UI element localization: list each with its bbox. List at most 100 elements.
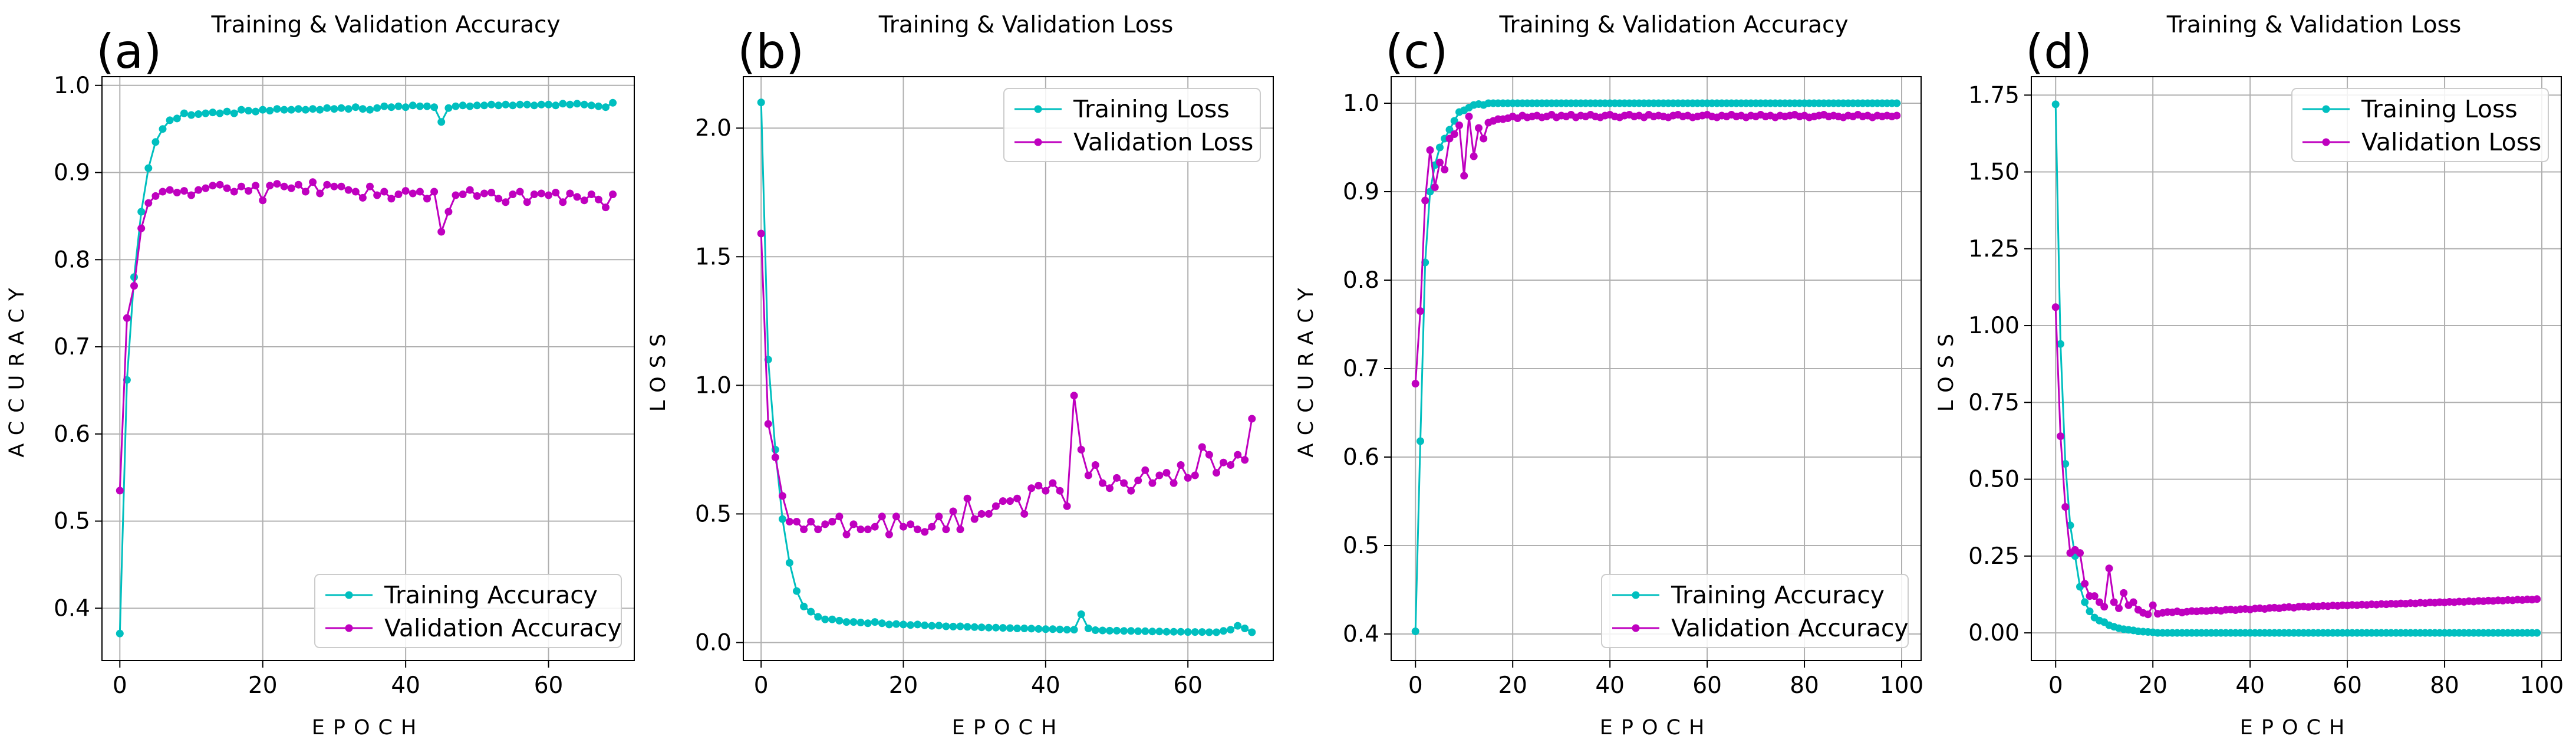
data-point <box>516 100 524 109</box>
data-point <box>991 502 1000 510</box>
data-point <box>266 182 274 190</box>
data-point <box>594 195 602 203</box>
data-point <box>963 623 971 631</box>
data-point <box>316 189 324 198</box>
data-point <box>380 102 388 110</box>
data-point <box>559 100 567 108</box>
data-point <box>537 100 545 109</box>
data-point <box>130 282 138 290</box>
y-axis-label: LOSS <box>1935 326 1958 412</box>
data-point <box>144 199 153 207</box>
y-tick-label: 0.4 <box>54 595 90 622</box>
y-tick-label: 1.00 <box>1968 313 2020 339</box>
data-point <box>1027 625 1036 633</box>
data-point <box>337 182 345 190</box>
data-point <box>1220 627 1227 635</box>
data-point <box>1155 628 1164 636</box>
x-tick-label: 80 <box>1790 672 1819 699</box>
data-point <box>123 314 131 322</box>
data-point <box>921 621 929 629</box>
data-point <box>1893 99 1901 107</box>
x-tick-label: 0 <box>754 672 769 699</box>
data-point <box>137 208 146 216</box>
data-point <box>480 189 488 198</box>
data-point <box>1035 481 1043 490</box>
legend: Training Accuracy Validation Accuracy <box>314 574 622 648</box>
data-point <box>159 188 167 196</box>
data-point <box>1460 172 1468 180</box>
chart-panel-2: 0 20 40 60 0.0 0.5 1.0 1.5 2.0 Training & Validat… <box>647 12 1274 740</box>
data-point <box>323 180 331 189</box>
data-point <box>1091 626 1099 634</box>
data-point <box>545 191 553 199</box>
data-point <box>956 622 964 630</box>
data-point <box>1063 626 1071 634</box>
data-point <box>2081 580 2089 588</box>
data-point <box>1198 443 1206 451</box>
data-point <box>1070 392 1078 400</box>
data-point <box>1134 477 1142 485</box>
data-point <box>466 102 474 110</box>
data-point <box>970 515 979 523</box>
data-point <box>187 191 195 199</box>
data-point <box>151 138 160 146</box>
data-point <box>609 98 617 107</box>
data-point <box>999 624 1007 632</box>
data-point <box>1127 487 1135 495</box>
data-point <box>530 101 538 110</box>
series-validation-accuracy <box>116 178 617 495</box>
data-point <box>757 229 765 238</box>
data-point <box>509 190 517 198</box>
data-point <box>259 106 267 114</box>
chart-panel-4: 0 20 40 60 80 100 0.00 0.25 0.50 0.75 1.00 1.25 1.50… <box>1935 12 2564 740</box>
data-point <box>252 182 260 190</box>
series-line <box>2054 307 2537 616</box>
x-tick-label: 40 <box>1031 672 1060 699</box>
data-point <box>857 619 865 626</box>
data-point <box>2051 303 2060 311</box>
data-point <box>216 180 224 189</box>
panel-label: (a) <box>96 24 162 79</box>
data-point <box>1049 479 1057 487</box>
series-line <box>2054 104 2537 634</box>
data-point <box>252 107 260 116</box>
data-point <box>237 182 245 190</box>
x-tick-label: 0 <box>113 672 127 699</box>
data-point <box>1184 628 1192 636</box>
legend-marker <box>2322 138 2330 146</box>
data-point <box>516 188 524 196</box>
y-tick-label: 2.0 <box>695 115 732 142</box>
data-point <box>900 620 907 629</box>
data-point <box>1134 627 1142 635</box>
data-point <box>259 196 267 205</box>
y-tick-label: 0.6 <box>1343 444 1379 471</box>
panel-label: (c) <box>1385 24 1448 79</box>
data-point <box>1098 626 1106 635</box>
x-axis-label: EPOCH <box>2240 716 2353 740</box>
data-point <box>480 101 488 110</box>
data-point <box>1006 624 1014 632</box>
data-point <box>2105 564 2113 573</box>
data-point <box>545 100 553 109</box>
data-point <box>1441 166 1449 173</box>
data-point <box>245 107 252 115</box>
legend-label: Validation Loss <box>1073 128 1253 156</box>
data-point <box>2533 629 2541 637</box>
data-point <box>907 621 915 629</box>
legend-label: Validation Loss <box>2361 128 2541 156</box>
data-point <box>1465 113 1473 120</box>
data-point <box>387 195 396 203</box>
data-point <box>991 623 1000 632</box>
data-point <box>487 189 496 196</box>
plot-frame <box>2031 76 2562 661</box>
data-point <box>437 228 446 236</box>
series-line <box>760 233 1253 537</box>
data-point <box>509 101 517 110</box>
data-point <box>800 602 808 610</box>
data-point <box>963 494 971 502</box>
y-tick-label: 0.6 <box>54 421 90 448</box>
data-point <box>166 186 174 194</box>
data-point <box>366 182 374 190</box>
data-point <box>885 620 893 629</box>
y-tick-label: 1.25 <box>1968 236 2020 262</box>
